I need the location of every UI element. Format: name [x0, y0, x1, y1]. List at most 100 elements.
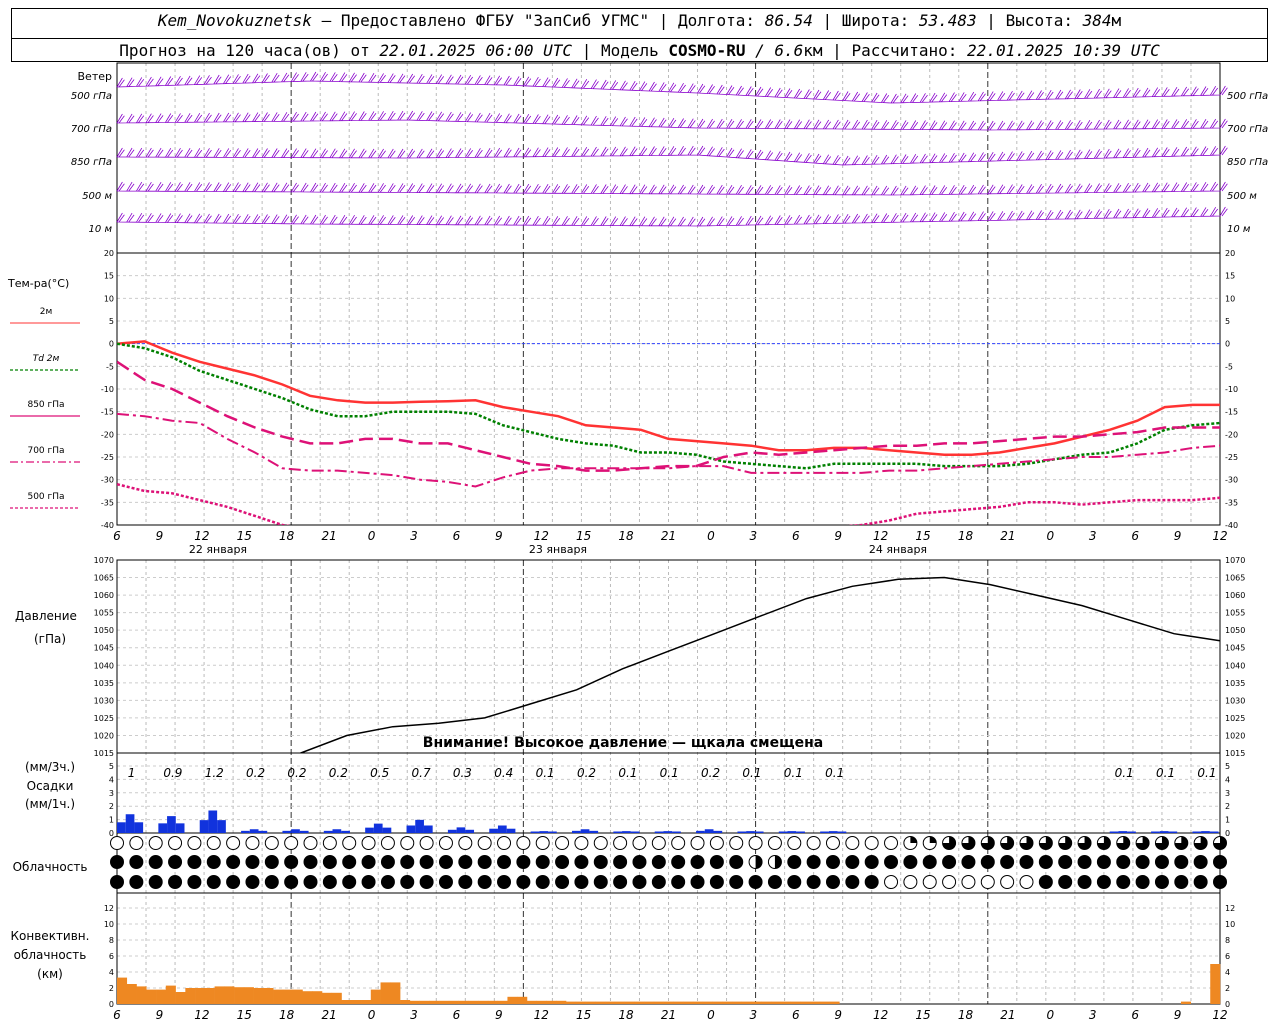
cloud-cover-icon [1213, 836, 1227, 850]
precip-bar [571, 830, 581, 833]
cloud-cover-icon [458, 875, 473, 889]
convective-bar [566, 1001, 577, 1004]
precip-bar [332, 829, 342, 833]
convective-bars [117, 964, 1221, 1004]
temperature-tick-label: -10 [1225, 385, 1238, 394]
precip-tick-label: 1 [109, 816, 114, 825]
convective-ticks: 12 12 10 10 8 8 6 6 4 4 2 2 0 0 [104, 904, 1235, 1009]
pressure-tick-label: 1025 [1225, 714, 1245, 723]
precip-bar [382, 827, 392, 833]
cloud-cover-icon [400, 836, 415, 850]
temperature-tick-label: 5 [109, 317, 114, 326]
cloud-cover-icon [845, 836, 860, 850]
time-tick-label: 0 [1046, 1008, 1054, 1022]
wind-barb-row [116, 71, 1228, 104]
temperature-tick-label: -20 [1225, 430, 1238, 439]
convective-bar [614, 1001, 625, 1004]
cloud-cover-icon [1077, 836, 1092, 850]
calc-label: | Рассчитано: [832, 41, 958, 60]
precip-tick-label: 0 [109, 829, 114, 838]
cloud-cover-icon [535, 836, 550, 850]
provider-text: — Предоставлено ФГБУ "ЗапСиб УГМС" [321, 11, 650, 30]
cloud-cover-icon [903, 836, 918, 850]
cloud-cover-icon [516, 836, 531, 850]
cloud-cover-icon [574, 836, 589, 850]
precip-bar [1159, 831, 1169, 833]
precip-bar [167, 816, 176, 833]
day-label: 22 января [189, 543, 247, 556]
wind-level-label: 10 м [89, 224, 113, 235]
precip-amount-label: 1.2 [205, 766, 224, 780]
cloud-cover-icon [110, 836, 124, 850]
cloud-cover-icon [226, 855, 241, 869]
precip-title: Осадки [27, 779, 74, 793]
cloud-cover-icon [1174, 855, 1189, 869]
convective-tick-label: 2 [109, 984, 114, 993]
convective-bar [234, 987, 245, 1004]
wind-level-label: 850 гПа [1227, 157, 1268, 168]
cloud-cover-icon [226, 875, 241, 889]
wind-barb-row [116, 206, 1228, 227]
precip-tick-label: 4 [109, 775, 114, 784]
cloud-cover-icon [942, 836, 957, 850]
convective-bar [653, 1001, 664, 1004]
time-tick-label: 12 [534, 529, 549, 543]
precip-bar [134, 822, 144, 833]
precip-amount-label: 0.1 [618, 766, 637, 780]
cloud-cover-icon [245, 875, 260, 889]
precip-amount-label: 1 [128, 766, 136, 780]
time-tick-label: 9 [834, 1008, 842, 1022]
cloud-cover-icon [748, 855, 763, 869]
precip-bar [630, 831, 640, 833]
precip-bar [497, 825, 507, 833]
cloud-cover-icon [767, 855, 782, 869]
cloud-cover-icon [671, 875, 686, 889]
time-tick-label: 12 [194, 529, 209, 543]
time-tick-label: 9 [495, 529, 503, 543]
precip-amount-label: 0.2 [701, 766, 720, 780]
temperature-tick-label: 20 [1225, 249, 1235, 258]
precip-bar [672, 831, 681, 833]
temperature-tick-label: -15 [1225, 408, 1238, 417]
convective-bar [819, 1001, 830, 1004]
pressure-tick-label: 1035 [1225, 679, 1245, 688]
wind-level-label: 10 м [1227, 224, 1251, 235]
precip-bar [1109, 831, 1119, 833]
cloud-cover-icon [477, 875, 492, 889]
temperature-tick-label: 0 [109, 340, 114, 349]
precip-amount-label: 0.7 [412, 766, 431, 780]
precip-bars [117, 810, 1219, 833]
cloud-cover-icon [284, 836, 299, 850]
precip-tick-label: 3 [109, 789, 114, 798]
precip-amount-label: 0.1 [825, 766, 844, 780]
cloud-cover-icon [1058, 855, 1073, 869]
temperature-tick-label: -40 [1225, 521, 1238, 530]
model-label: | Модель [581, 41, 659, 60]
time-tick-label: 6 [1131, 529, 1139, 543]
cloud-cover-icon [748, 875, 763, 889]
wind-level-label: 700 гПа [71, 124, 112, 135]
precip-bar [713, 830, 723, 833]
convective-bar [702, 1001, 713, 1004]
cloud-cover-icon [380, 836, 395, 850]
cloud-cover-icon [129, 836, 144, 850]
convective-bar [361, 1000, 372, 1004]
convective-tick-label: 12 [1225, 904, 1235, 913]
convective-bar [683, 1001, 694, 1004]
time-tick-label: 15 [237, 1008, 252, 1022]
convective-bar [507, 996, 518, 1004]
wind-level-label: 850 гПа [71, 157, 112, 168]
cloud-cover-icon [555, 836, 570, 850]
precip-bar [613, 831, 623, 833]
convective-bar [556, 1000, 567, 1004]
pressure-tick-label: 1030 [94, 696, 114, 705]
precip-bar [737, 831, 747, 833]
precip-bar [787, 831, 797, 833]
time-tick-label: 18 [279, 1008, 295, 1022]
cloud-cover-icon [1038, 875, 1053, 889]
convective-bar [263, 988, 274, 1004]
convective-bar [770, 1001, 782, 1004]
temperature-tick-label: -5 [1225, 362, 1233, 371]
cloud-cover-icon [168, 855, 183, 869]
cloud-cover-icon [245, 855, 260, 869]
